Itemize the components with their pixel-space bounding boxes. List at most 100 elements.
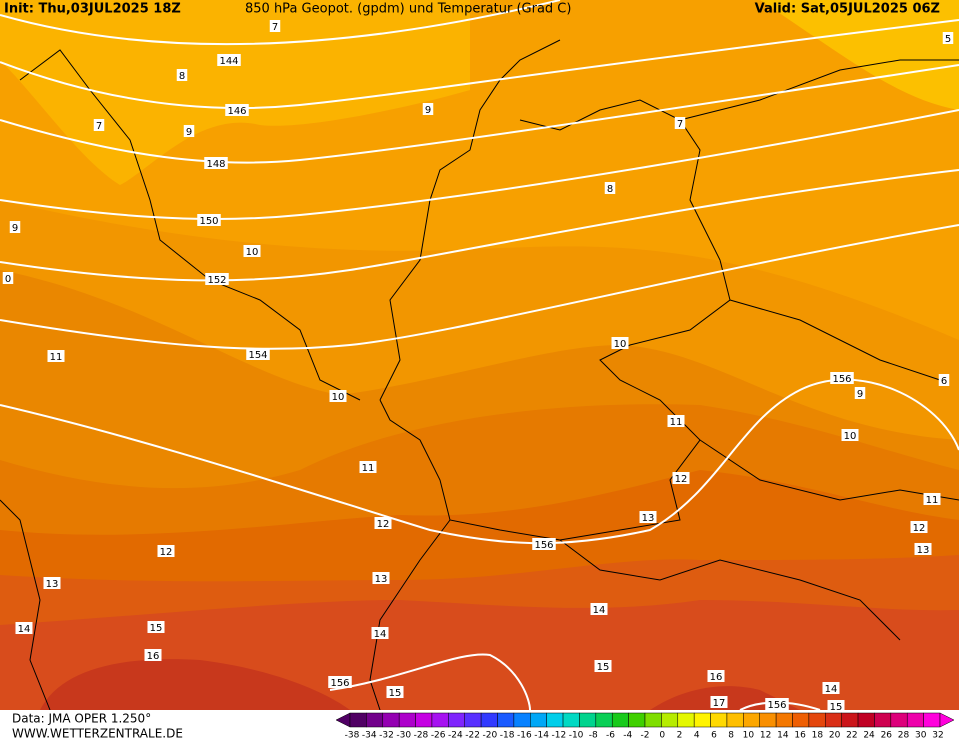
colorbar-label: -2 [641,731,650,741]
temperature-label-box [639,511,657,523]
colorbar-label: 0 [659,731,665,741]
colorbar-label: -34 [362,731,377,741]
isohypse [329,653,531,711]
temperature-label: 9 [425,105,431,116]
temperature-label-box [2,272,14,284]
temperature-label-box [329,390,347,402]
temperature-label-box [176,69,188,81]
colorbar-swatch [595,712,613,728]
temperature-label-box [674,117,686,129]
temperature-label: 13 [375,574,388,585]
colorbar-swatch [349,712,367,728]
geopotential-label-box [328,676,352,688]
temperature-label: 12 [160,547,173,558]
colorbar-swatch [513,712,531,728]
temperature-label-box [707,670,725,682]
temperature-label-box [359,461,377,473]
isohypse [0,19,959,109]
temperature-label: 16 [710,672,723,683]
temperature-label: 10 [246,247,259,258]
geopotential-label-box [217,54,241,66]
colorbar-label: -22 [465,731,480,741]
temperature-label-box [710,696,728,708]
temperature-label: 12 [377,519,390,530]
geopotential-label-box [830,372,854,384]
colorbar-swatch [611,712,629,728]
isohypse [0,169,959,282]
geopotential-label: 156 [767,700,786,711]
geopotential-label-box [205,273,229,285]
colorbar-label: 22 [846,731,857,741]
geopotential-label: 150 [199,216,218,227]
colorbar-swatch [644,712,662,728]
colorbar-label: -26 [431,731,446,741]
temperature-label-box [183,125,195,137]
country-border [729,299,941,381]
country-border [369,519,451,711]
temperature-label: 14 [18,624,31,635]
temperature-label: 9 [857,389,863,400]
colorbar-label: 6 [711,731,717,741]
geopotential-label: 156 [832,374,851,385]
temperature-label: 10 [614,339,627,350]
temperature-label-box [269,20,281,32]
temperature-label-box [611,337,629,349]
temperature-label-box [594,660,612,672]
coastline [19,49,361,401]
website: WWW.WETTERZENTRALE.DE [12,727,183,741]
colorbar-swatch [579,712,597,728]
temperature-label-box [93,119,105,131]
colorbar-label: 18 [812,731,824,741]
temperature-label-box [15,622,33,634]
temperature-label-box [822,682,840,694]
colorbar-swatch [874,712,892,728]
colorbar-swatch [366,712,384,728]
colorbar-swatch [628,712,646,728]
colorbar-swatch [710,712,728,728]
temperature-label: 13 [46,579,59,590]
colorbar-label: 32 [932,731,943,741]
temperature-label: 15 [830,702,843,713]
temperature-label-box [144,649,162,661]
isohypse [0,224,959,350]
colorbar-swatch [857,712,875,728]
coastline [679,59,959,121]
colorbar-label: -12 [551,731,566,741]
colorbar-label: -30 [396,731,411,741]
geopotential-label: 144 [219,56,238,67]
temperature-label: 15 [597,662,610,673]
colorbar-label: 4 [694,731,700,741]
colorbar-swatch [841,712,859,728]
colorbar-label: 2 [677,731,683,741]
contour-labels: 1441461481501521541561561561567879978910… [2,20,954,713]
colorbar-swatch [497,712,515,728]
temperature-label: 9 [12,223,18,234]
colorbar-swatch [759,712,777,728]
geopotential-label: 152 [207,275,226,286]
temperature-label: 10 [332,392,345,403]
colorbar-label: 8 [728,731,734,741]
isohypse [0,109,959,221]
colorbar: -38 -34 -32 -30 -28 -26 -24 -22 -20 -18 -16 -14 -12-… [335,712,955,741]
colorbar-label: 28 [898,731,910,741]
country-border [559,539,901,641]
geopotential-label: 146 [227,106,246,117]
geopotential-label: 148 [206,159,225,170]
colorbar-swatch [562,712,580,728]
colorbar-swatch [906,712,924,728]
colorbar-label: -14 [534,731,549,741]
geopotential-label-box [532,538,556,550]
colorbar-label: 30 [915,731,927,741]
temperature-label: 14 [825,684,838,695]
temperature-label: 12 [675,474,688,485]
colorbar-swatch [808,712,826,728]
temperature-label-box [667,415,685,427]
geopotential-label: 156 [330,678,349,689]
temperature-label-box [854,387,866,399]
temperature-label: 16 [147,651,160,662]
colorbar-label: -18 [500,731,515,741]
colorbar-swatch [677,712,695,728]
map-title: 850 hPa Geopot. (gpdm) und Temperatur (G… [245,2,571,17]
temperature-label: 13 [642,513,655,524]
